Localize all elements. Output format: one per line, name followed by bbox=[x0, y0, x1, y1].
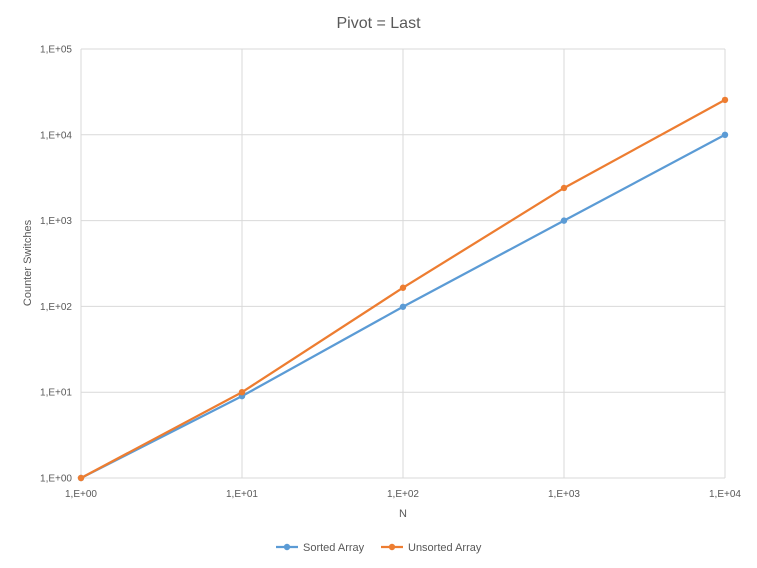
x-tick-label: 1,E+00 bbox=[65, 489, 97, 500]
data-point bbox=[721, 131, 729, 139]
data-point bbox=[399, 284, 407, 291]
legend-marker bbox=[283, 543, 291, 551]
x-tick-label: 1,E+04 bbox=[709, 489, 741, 500]
legend-entry: Sorted Array bbox=[276, 542, 365, 554]
plot-gridlines bbox=[80, 48, 726, 479]
legend-entry: Unsorted Array bbox=[381, 542, 482, 554]
data-point bbox=[399, 303, 407, 310]
x-tick-label: 1,E+02 bbox=[387, 489, 419, 500]
legend-marker bbox=[388, 543, 396, 551]
x-axis-title: N bbox=[399, 508, 407, 520]
y-tick-label: 1,E+03 bbox=[40, 216, 72, 227]
chart-title: Pivot = Last bbox=[336, 15, 421, 32]
y-tick-label: 1,E+02 bbox=[40, 302, 72, 313]
y-tick-label: 1,E+04 bbox=[40, 130, 72, 141]
y-axis-title: Counter Switches bbox=[22, 219, 34, 306]
legend-label: Sorted Array bbox=[303, 542, 365, 554]
x-tick-label: 1,E+03 bbox=[548, 489, 580, 500]
data-point bbox=[560, 184, 568, 192]
plot-series bbox=[77, 96, 729, 482]
data-point bbox=[721, 96, 729, 104]
data-point bbox=[560, 217, 568, 224]
data-point bbox=[238, 389, 246, 396]
y-tick-label: 1,E+01 bbox=[40, 388, 72, 399]
legend: Sorted Array Unsorted Array bbox=[276, 542, 482, 554]
x-tick-label: 1,E+01 bbox=[226, 489, 258, 500]
x-axis-tick-labels: 1,E+00 1,E+01 1,E+02 1,E+03 1,E+04 bbox=[65, 489, 741, 500]
y-tick-label: 1,E+00 bbox=[40, 474, 72, 485]
legend-label: Unsorted Array bbox=[408, 542, 482, 554]
y-axis-tick-labels: 1,E+00 1,E+01 1,E+02 1,E+03 1,E+04 1,E+05 bbox=[40, 45, 72, 485]
y-tick-label: 1,E+05 bbox=[40, 45, 72, 56]
data-point bbox=[77, 474, 85, 482]
series-unsorted-array bbox=[77, 96, 729, 482]
